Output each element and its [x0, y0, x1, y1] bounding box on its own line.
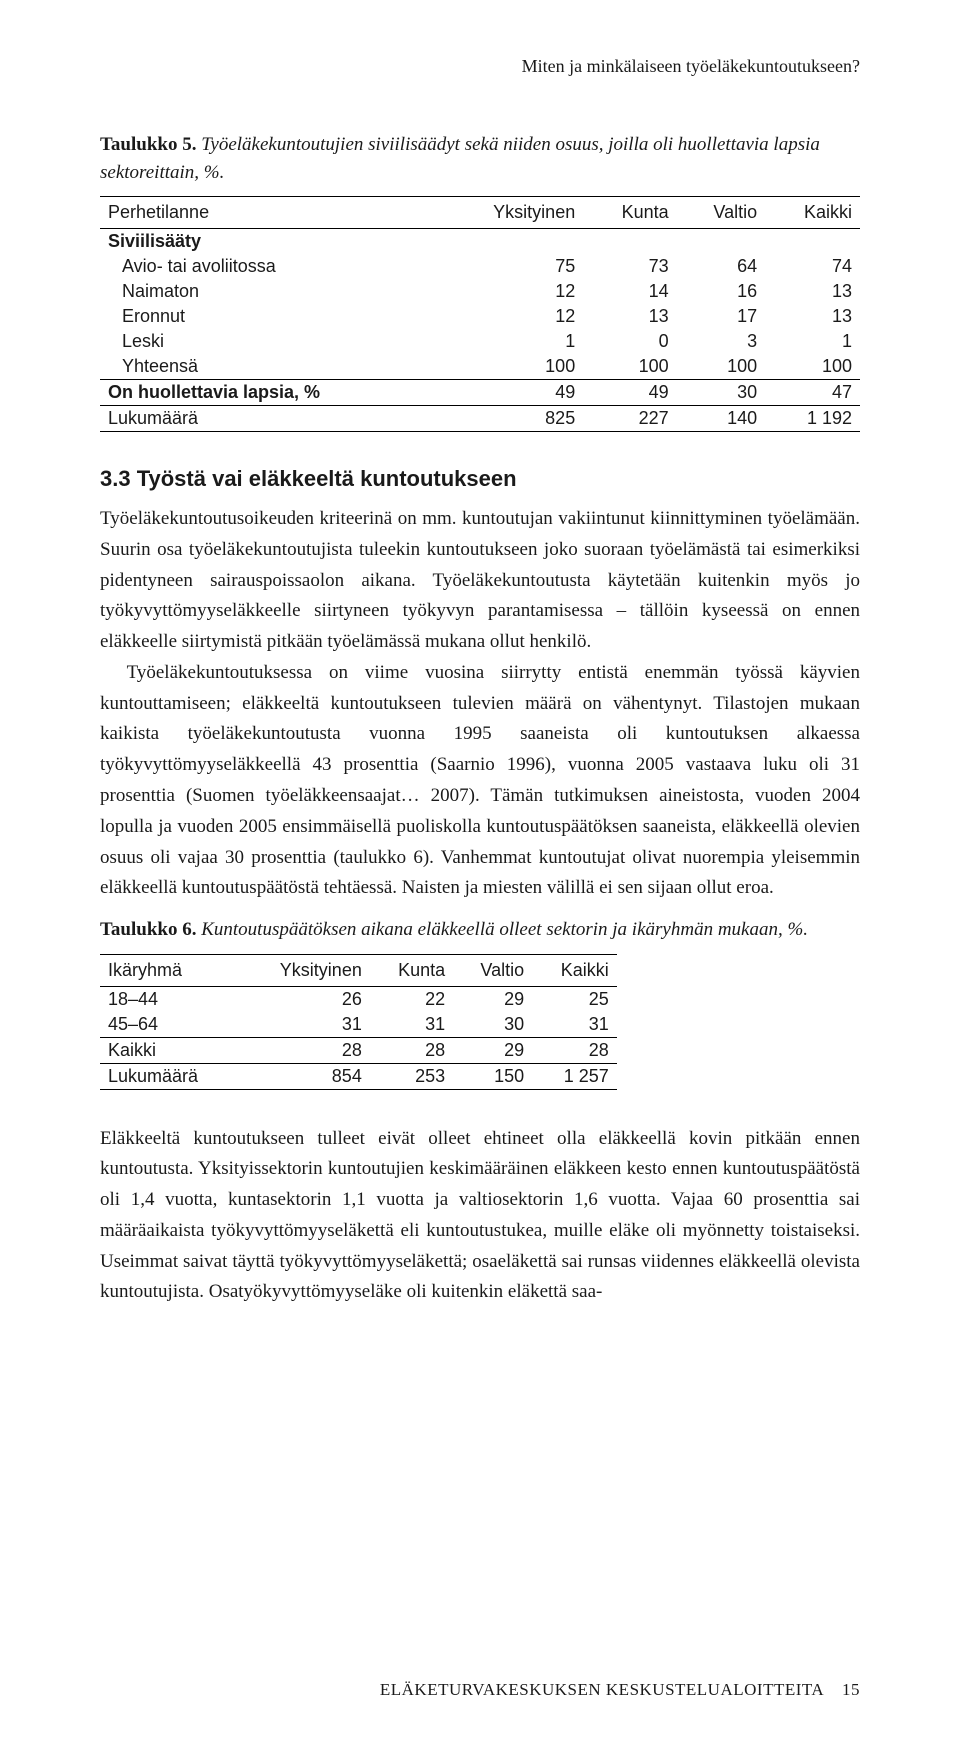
table6-caption: Taulukko 6. Kuntoutuspäätöksen aikana el…	[100, 916, 860, 944]
table5-section-label-row: Siviilisääty	[100, 229, 860, 255]
cell: 1 257	[532, 1063, 617, 1089]
cell: 30	[677, 380, 765, 406]
footer-text: ELÄKETURVAKESKUKSEN KESKUSTELUALOITTEITA	[380, 1680, 823, 1699]
table-row: 18–44 26 22 29 25	[100, 986, 617, 1012]
cell: 12	[438, 304, 583, 329]
table5-col-4: Kaikki	[765, 197, 860, 229]
cell: Avio- tai avoliitossa	[100, 254, 438, 279]
cell: 49	[583, 380, 676, 406]
page-number: 15	[842, 1680, 860, 1700]
table6-col-2: Kunta	[370, 954, 453, 986]
cell: Naimaton	[100, 279, 438, 304]
cell: 45–64	[100, 1012, 240, 1038]
section-3-3-heading: 3.3 Työstä vai eläkkeeltä kuntoutukseen	[100, 466, 860, 492]
table5-col-0: Perhetilanne	[100, 197, 438, 229]
table6-col-1: Yksityinen	[240, 954, 370, 986]
cell: 26	[240, 986, 370, 1012]
cell: On huollettavia lapsia, %	[100, 380, 438, 406]
cell: 1	[438, 329, 583, 354]
cell: 13	[765, 304, 860, 329]
cell: 17	[677, 304, 765, 329]
cell: 31	[532, 1012, 617, 1038]
page: Miten ja minkälaiseen työeläkekuntoutuks…	[0, 0, 960, 1744]
table6-col-4: Kaikki	[532, 954, 617, 986]
cell: 14	[583, 279, 676, 304]
table-row: On huollettavia lapsia, % 49 49 30 47	[100, 380, 860, 406]
cell: 253	[370, 1063, 453, 1089]
cell: 100	[583, 354, 676, 380]
table-row: Eronnut 12 13 17 13	[100, 304, 860, 329]
cell: 73	[583, 254, 676, 279]
table-row: Kaikki 28 28 29 28	[100, 1037, 617, 1063]
cell: 31	[370, 1012, 453, 1038]
cell: 1 192	[765, 406, 860, 432]
cell: Yhteensä	[100, 354, 438, 380]
cell: 227	[583, 406, 676, 432]
cell: Kaikki	[100, 1037, 240, 1063]
cell: Leski	[100, 329, 438, 354]
cell: Lukumäärä	[100, 1063, 240, 1089]
cell: 30	[453, 1012, 532, 1038]
cell: 74	[765, 254, 860, 279]
cell: 13	[765, 279, 860, 304]
table5-col-1: Yksityinen	[438, 197, 583, 229]
cell: 3	[677, 329, 765, 354]
table-row: Avio- tai avoliitossa 75 73 64 74	[100, 254, 860, 279]
cell: 28	[532, 1037, 617, 1063]
cell: 1	[765, 329, 860, 354]
cell: 100	[438, 354, 583, 380]
cell: 0	[583, 329, 676, 354]
cell: 29	[453, 1037, 532, 1063]
cell: Eronnut	[100, 304, 438, 329]
cell: 29	[453, 986, 532, 1012]
cell: 31	[240, 1012, 370, 1038]
cell: 16	[677, 279, 765, 304]
cell: 100	[765, 354, 860, 380]
cell: 28	[370, 1037, 453, 1063]
table5-section1-label: Siviilisääty	[100, 229, 860, 255]
cell: 13	[583, 304, 676, 329]
table5: Perhetilanne Yksityinen Kunta Valtio Kai…	[100, 196, 860, 432]
table5-caption-text: Työeläkekuntoutujien siviilisäädyt sekä …	[100, 134, 820, 183]
cell: 49	[438, 380, 583, 406]
cell: 100	[677, 354, 765, 380]
cell: 28	[240, 1037, 370, 1063]
cell: Lukumäärä	[100, 406, 438, 432]
table5-col-3: Valtio	[677, 197, 765, 229]
table-row: Yhteensä 100 100 100 100	[100, 354, 860, 380]
paragraph: Työeläkekuntoutusoikeuden kriteerinä on …	[100, 504, 860, 658]
cell: 825	[438, 406, 583, 432]
cell: 12	[438, 279, 583, 304]
table-row: Naimaton 12 14 16 13	[100, 279, 860, 304]
cell: 47	[765, 380, 860, 406]
table5-header-row: Perhetilanne Yksityinen Kunta Valtio Kai…	[100, 197, 860, 229]
table-row: 45–64 31 31 30 31	[100, 1012, 617, 1038]
cell: 22	[370, 986, 453, 1012]
running-head: Miten ja minkälaiseen työeläkekuntoutuks…	[100, 56, 860, 77]
cell: 75	[438, 254, 583, 279]
table6-caption-label: Taulukko 6.	[100, 919, 196, 940]
cell: 64	[677, 254, 765, 279]
paragraph: Työeläkekuntoutuksessa on viime vuosina …	[100, 658, 860, 904]
cell: 854	[240, 1063, 370, 1089]
table6-header-row: Ikäryhmä Yksityinen Kunta Valtio Kaikki	[100, 954, 617, 986]
table5-col-2: Kunta	[583, 197, 676, 229]
table6-col-3: Valtio	[453, 954, 532, 986]
table-row: Lukumäärä 825 227 140 1 192	[100, 406, 860, 432]
table-row: Leski 1 0 3 1	[100, 329, 860, 354]
cell: 25	[532, 986, 617, 1012]
cell: 150	[453, 1063, 532, 1089]
table5-caption-label: Taulukko 5.	[100, 134, 196, 155]
paragraph: Eläkkeeltä kuntoutukseen tulleet eivät o…	[100, 1124, 860, 1309]
table6-caption-text: Kuntoutuspäätöksen aikana eläkkeellä oll…	[201, 919, 808, 940]
page-footer: ELÄKETURVAKESKUKSEN KESKUSTELUALOITTEITA…	[380, 1680, 860, 1700]
cell: 140	[677, 406, 765, 432]
cell: 18–44	[100, 986, 240, 1012]
table6-col-0: Ikäryhmä	[100, 954, 240, 986]
table-row: Lukumäärä 854 253 150 1 257	[100, 1063, 617, 1089]
table5-caption: Taulukko 5. Työeläkekuntoutujien siviili…	[100, 131, 860, 186]
table6: Ikäryhmä Yksityinen Kunta Valtio Kaikki …	[100, 954, 617, 1090]
